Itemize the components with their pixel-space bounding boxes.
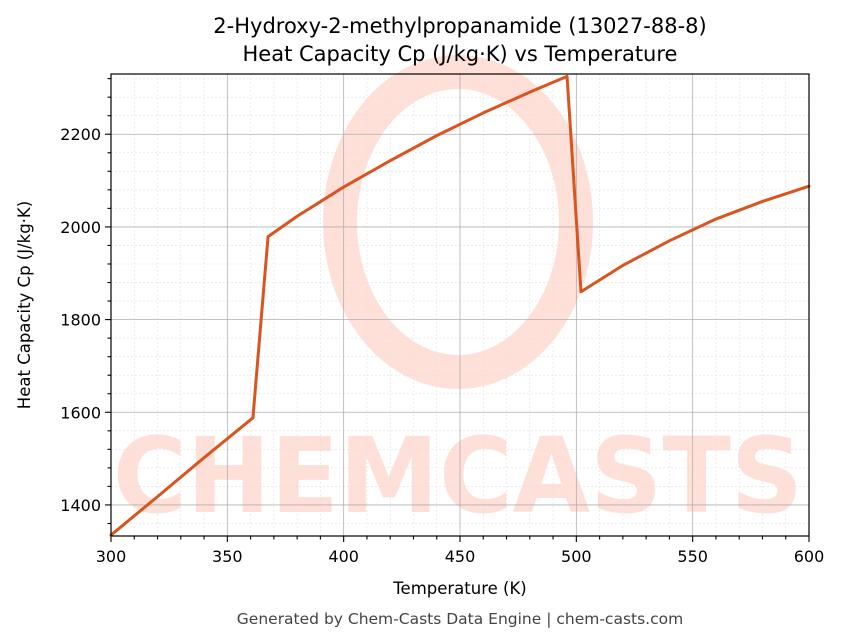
y-tick-label: 2000: [60, 218, 101, 237]
x-tick-label: 500: [561, 547, 592, 566]
chart-title: 2-Hydroxy-2-methylpropanamide (13027-88-…: [213, 14, 706, 38]
y-tick-label: 1800: [60, 311, 101, 330]
x-tick-labels: 300 350 400 450 500 550 600: [96, 547, 825, 566]
major-gridlines: [110, 74, 810, 536]
x-tick-label: 400: [328, 547, 359, 566]
y-tick-label: 2200: [60, 125, 101, 144]
y-tick-label: 1400: [60, 496, 101, 515]
watermark-text: CHEMCASTS: [113, 415, 803, 537]
x-axis-label: Temperature (K): [392, 579, 526, 598]
y-tick-label: 1600: [60, 403, 101, 422]
y-tick-labels: 1400 1600 1800 2000 2200: [60, 125, 101, 515]
series-line-heat-capacity: [109, 74, 811, 537]
y-axis-label: Heat Capacity Cp (J/kg·K): [15, 201, 34, 409]
watermark: CHEMCASTS: [113, 55, 803, 537]
chart-subtitle: Heat Capacity Cp (J/kg·K) vs Temperature: [243, 42, 678, 66]
x-tick-label: 300: [96, 547, 127, 566]
x-tick-label: 550: [677, 547, 708, 566]
x-tick-label: 350: [212, 547, 243, 566]
footer-credit: Generated by Chem-Casts Data Engine | ch…: [237, 610, 683, 628]
watermark-logo-ring: [323, 55, 593, 389]
plot-frame: [110, 73, 810, 537]
x-tick-label: 600: [794, 547, 825, 566]
x-tick-label: 450: [445, 547, 476, 566]
